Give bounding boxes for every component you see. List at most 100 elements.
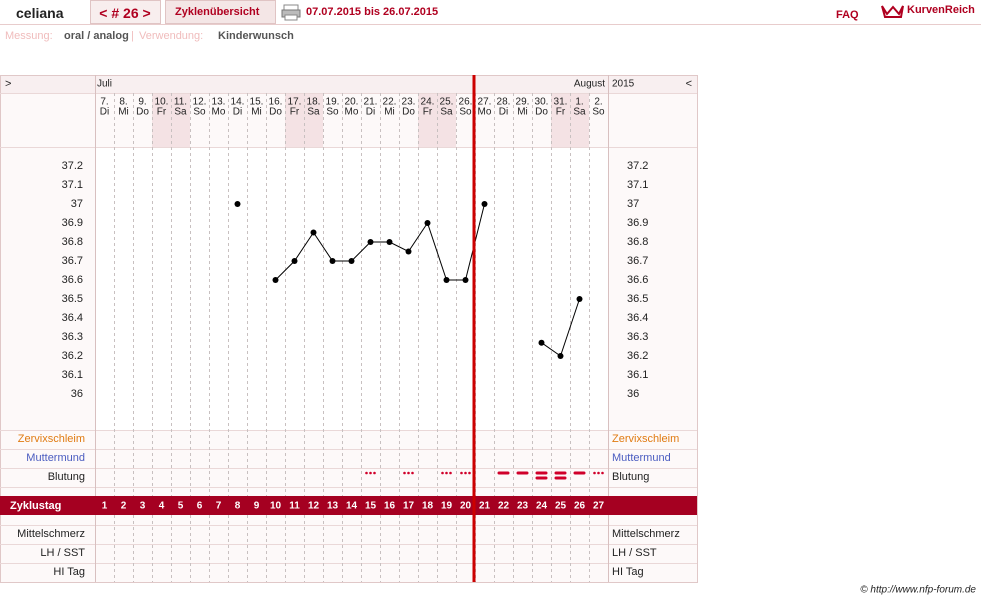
weekday-label: Fr bbox=[423, 107, 433, 118]
weekday-label: Mi bbox=[517, 107, 528, 118]
cycle-day: 4 bbox=[159, 501, 165, 512]
date-label: 7. bbox=[100, 97, 108, 108]
cycle-tab[interactable] bbox=[90, 0, 161, 24]
cycle-day: 2 bbox=[121, 501, 127, 512]
temperature-point bbox=[405, 248, 412, 255]
cycle-day: 5 bbox=[178, 501, 184, 512]
month-row bbox=[1, 76, 697, 93]
date-label: 28. bbox=[497, 97, 511, 108]
weekday-label: Mi bbox=[118, 107, 129, 118]
cycle-day: 19 bbox=[441, 501, 453, 512]
row-label: Zervixschleim bbox=[18, 433, 85, 445]
date-label: 23. bbox=[402, 97, 416, 108]
logo-text[interactable]: KurvenReich bbox=[907, 4, 975, 16]
weekday-label: Sa bbox=[440, 107, 453, 118]
weekday-label: Di bbox=[499, 107, 508, 118]
date-label: 27. bbox=[478, 97, 492, 108]
faq-link[interactable]: FAQ bbox=[836, 9, 859, 21]
cycle-day: 27 bbox=[593, 501, 605, 512]
cycle-day: 20 bbox=[460, 501, 472, 512]
temperature-point bbox=[310, 229, 317, 236]
temperature-point bbox=[348, 258, 355, 264]
date-label: 22. bbox=[383, 97, 397, 108]
cycle-day: 15 bbox=[365, 501, 377, 512]
cycle-day: 7 bbox=[216, 501, 222, 512]
date-label: 2. bbox=[594, 97, 602, 108]
y-tick-label: 36.2 bbox=[627, 350, 648, 362]
meta-value: oral / analog bbox=[64, 30, 129, 42]
date-label: 30. bbox=[535, 97, 549, 108]
weekday-label: Mo bbox=[478, 107, 492, 118]
date-label: 14. bbox=[231, 97, 245, 108]
cycle-day: 17 bbox=[403, 501, 415, 512]
temperature-point bbox=[462, 277, 469, 283]
meta-separator: | bbox=[131, 30, 134, 42]
y-tick-label: 36.2 bbox=[62, 350, 83, 362]
weekday-label: Di bbox=[100, 107, 109, 118]
date-label: 25. bbox=[440, 97, 454, 108]
y-tick-label: 37.2 bbox=[62, 160, 83, 172]
date-range: 07.07.2015 bis 26.07.2015 bbox=[306, 6, 438, 18]
row-label: LH / SST bbox=[612, 547, 657, 559]
row-label: Mittelschmerz bbox=[17, 528, 85, 540]
y-tick-label: 36.8 bbox=[62, 236, 83, 248]
weekday-label: Sa bbox=[573, 107, 586, 118]
cycle-day: 25 bbox=[555, 501, 567, 512]
date-label: 13. bbox=[212, 97, 226, 108]
cycle-day: 22 bbox=[498, 501, 510, 512]
y-tick-label: 36.9 bbox=[62, 217, 83, 229]
nav-prev[interactable]: > bbox=[5, 78, 11, 90]
date-label: 17. bbox=[288, 97, 302, 108]
cycle-day: 1 bbox=[102, 501, 108, 512]
weekday-label: Do bbox=[136, 107, 149, 118]
top-bar bbox=[0, 0, 981, 24]
cycle-day: 8 bbox=[235, 501, 241, 512]
y-tick-label: 36.7 bbox=[62, 255, 83, 267]
footer-credit: © http://www.nfp-forum.de bbox=[860, 585, 976, 596]
plot: 7.Di18.Mi29.Do310.Fr411.Sa512.So613.Mo71… bbox=[62, 97, 649, 512]
temperature-point bbox=[272, 277, 279, 283]
date-label: 18. bbox=[307, 97, 321, 108]
weekday-label: Sa bbox=[307, 107, 320, 118]
temperature-point bbox=[329, 258, 336, 264]
y-tick-label: 36.5 bbox=[62, 293, 83, 305]
y-tick-label: 36.3 bbox=[62, 331, 83, 343]
logo-icon[interactable] bbox=[881, 5, 904, 18]
y-tick-label: 37.2 bbox=[627, 160, 648, 172]
weekday-label: Do bbox=[535, 107, 548, 118]
month-label: August bbox=[574, 79, 605, 90]
meta-label: Verwendung: bbox=[139, 30, 203, 42]
user-name[interactable]: celiana bbox=[16, 5, 64, 21]
date-label: 26. bbox=[459, 97, 473, 108]
cycle-day: 13 bbox=[327, 501, 339, 512]
cycle-day: 10 bbox=[270, 501, 282, 512]
overview-tab[interactable] bbox=[165, 0, 276, 24]
y-tick-label: 36.7 bbox=[627, 255, 648, 267]
date-label: 31. bbox=[554, 97, 568, 108]
cycle-day: 14 bbox=[346, 501, 358, 512]
weekday-label: So bbox=[193, 107, 206, 118]
row-label: Blutung bbox=[612, 471, 649, 483]
weekday-label: Mo bbox=[212, 107, 226, 118]
row-label: Zervixschleim bbox=[612, 433, 679, 445]
cycle-nav[interactable]: < # 26 > bbox=[99, 5, 150, 21]
cycle-day: 24 bbox=[536, 501, 548, 512]
weekday-label: So bbox=[592, 107, 605, 118]
print-icon[interactable] bbox=[281, 4, 301, 21]
date-label: 19. bbox=[326, 97, 340, 108]
nav-next[interactable]: < bbox=[686, 78, 692, 90]
date-label: 21. bbox=[364, 97, 378, 108]
row-label: HI Tag bbox=[53, 566, 85, 578]
overview-tab-label[interactable]: Zyklenübersicht bbox=[175, 6, 260, 18]
cycle-day: 3 bbox=[140, 501, 146, 512]
cycle-day: 26 bbox=[574, 501, 586, 512]
weekday-label: Mi bbox=[384, 107, 395, 118]
date-label: 24. bbox=[421, 97, 435, 108]
cycle-day: 21 bbox=[479, 501, 491, 512]
cycle-day: 9 bbox=[254, 501, 260, 512]
weekday-label: Mi bbox=[251, 107, 262, 118]
temperature-point bbox=[424, 220, 431, 226]
row-label: Muttermund bbox=[26, 452, 85, 464]
